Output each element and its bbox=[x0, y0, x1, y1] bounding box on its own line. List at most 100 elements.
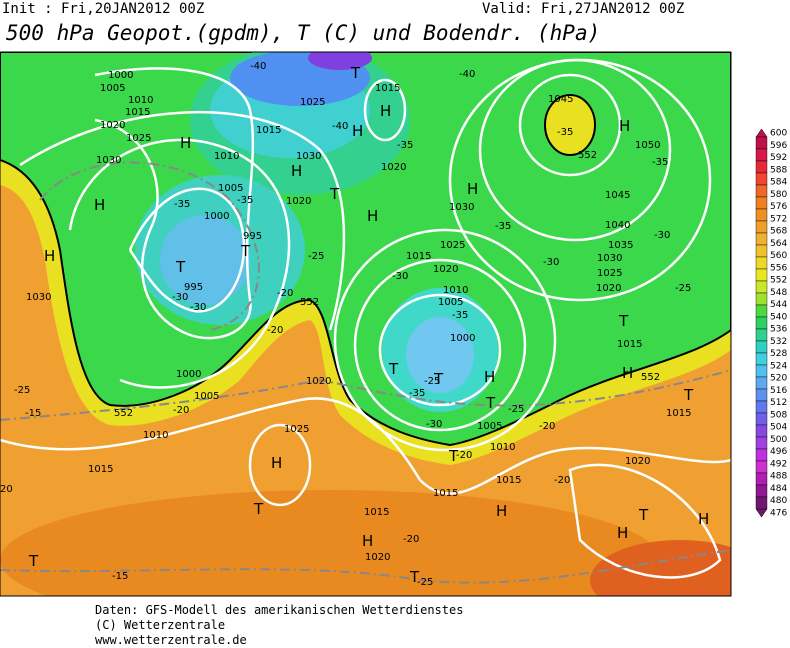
scale-swatch bbox=[755, 424, 768, 438]
pressure-center: H bbox=[698, 510, 709, 528]
scale-swatch bbox=[755, 232, 768, 246]
contour-label: -20 bbox=[277, 288, 293, 299]
contour-label: 552 bbox=[578, 150, 597, 161]
contour-label: -30 bbox=[392, 271, 408, 282]
scale-label: 512 bbox=[770, 398, 787, 408]
scale-label: 540 bbox=[770, 312, 787, 322]
pressure-center: T bbox=[175, 258, 186, 276]
scale-label: 592 bbox=[770, 153, 787, 163]
pressure-center: T bbox=[388, 360, 399, 378]
scale-swatch bbox=[755, 484, 768, 498]
scale-label: 528 bbox=[770, 349, 787, 359]
contour-label: 1030 bbox=[26, 292, 51, 303]
contour-label: -35 bbox=[452, 310, 468, 321]
contour-label: -20 bbox=[267, 325, 283, 336]
scale-swatch bbox=[755, 256, 768, 270]
contour-label: -35 bbox=[397, 140, 413, 151]
contour-label: 1025 bbox=[126, 133, 151, 144]
map: 1000100510101015102010251030HHH1030T995-… bbox=[0, 51, 732, 597]
scale-arrow bbox=[755, 128, 768, 138]
scale-label: 584 bbox=[770, 178, 787, 188]
pressure-center: T bbox=[28, 552, 39, 570]
contour-label: 1040 bbox=[605, 220, 630, 231]
contour-label: 1020 bbox=[100, 120, 125, 131]
contour-label: -25 bbox=[508, 404, 524, 415]
pressure-center: H bbox=[44, 247, 55, 265]
contour-label: 1020 bbox=[625, 456, 650, 467]
scale-label: 556 bbox=[770, 263, 787, 273]
scale-arrow bbox=[755, 508, 768, 518]
contour-label: 552 bbox=[300, 297, 319, 308]
contour-label: 1025 bbox=[440, 240, 465, 251]
scale-label: 500 bbox=[770, 435, 787, 445]
contour-label: 1005 bbox=[477, 421, 502, 432]
contour-label: 1030 bbox=[296, 151, 321, 162]
contour-label: -35 bbox=[557, 127, 573, 138]
contour-label: 1005 bbox=[100, 83, 125, 94]
contour-label: 1015 bbox=[125, 107, 150, 118]
scale-label: 544 bbox=[770, 300, 787, 310]
contour-label: -30 bbox=[172, 292, 188, 303]
contour-label: 1010 bbox=[490, 442, 515, 453]
footer-line: (C) Wetterzentrale bbox=[95, 618, 225, 632]
contour-label: 1025 bbox=[300, 97, 325, 108]
contour-label: 1015 bbox=[88, 464, 113, 475]
scale-swatch bbox=[755, 364, 768, 378]
scale-label: 532 bbox=[770, 337, 787, 347]
scale-label: 524 bbox=[770, 361, 787, 371]
contour-label: 1015 bbox=[375, 83, 400, 94]
contour-label: 1000 bbox=[176, 369, 201, 380]
contour-label: 1010 bbox=[214, 151, 239, 162]
scale-swatch bbox=[755, 136, 768, 150]
contour-label: 1005 bbox=[194, 391, 219, 402]
contour-label: 1045 bbox=[605, 190, 630, 201]
scale-label: 516 bbox=[770, 386, 787, 396]
scale-label: 492 bbox=[770, 459, 787, 469]
scale-swatch bbox=[755, 412, 768, 426]
contour-label: 1010 bbox=[443, 285, 468, 296]
contour-label: 1015 bbox=[617, 339, 642, 350]
scale-swatch bbox=[755, 208, 768, 222]
scale-swatch bbox=[755, 460, 768, 474]
scale-swatch bbox=[755, 340, 768, 354]
pressure-center: T bbox=[409, 568, 420, 586]
contour-label: 1020 bbox=[365, 552, 390, 563]
contour-label: 1020 bbox=[381, 162, 406, 173]
scale-swatch bbox=[755, 472, 768, 486]
contour-label: -35 bbox=[652, 157, 668, 168]
contour-label: 1020 bbox=[306, 376, 331, 387]
scale-swatch bbox=[755, 328, 768, 342]
contour-label: -15 bbox=[25, 408, 41, 419]
contour-label: -35 bbox=[237, 195, 253, 206]
contour-label: 1025 bbox=[284, 424, 309, 435]
scale-swatch bbox=[755, 172, 768, 186]
contour-label: 995 bbox=[184, 282, 203, 293]
scale-swatch bbox=[755, 352, 768, 366]
scale-label: 536 bbox=[770, 325, 787, 335]
scale-label: 600 bbox=[770, 129, 787, 139]
footer-line: www.wetterzentrale.de bbox=[95, 633, 247, 647]
scale-swatch bbox=[755, 196, 768, 210]
contour-label: 1000 bbox=[450, 333, 475, 344]
contour-label: -25 bbox=[308, 251, 324, 262]
pressure-center: T bbox=[350, 64, 361, 82]
contour-label: -30 bbox=[190, 302, 206, 313]
scale-label: 504 bbox=[770, 423, 787, 433]
pressure-center: T bbox=[638, 506, 649, 524]
init-time: Init : Fri,20JAN2012 00Z bbox=[2, 1, 204, 17]
scale-label: 480 bbox=[770, 496, 787, 506]
scale-label: 568 bbox=[770, 227, 787, 237]
pressure-center: H bbox=[362, 532, 373, 550]
contour-label: 1025 bbox=[597, 268, 622, 279]
scale-swatch bbox=[755, 244, 768, 258]
contour-label: 995 bbox=[243, 231, 262, 242]
pressure-center: T bbox=[329, 185, 340, 203]
contour-label: -15 bbox=[112, 571, 128, 582]
pressure-center: T bbox=[448, 447, 459, 465]
scale-label: 496 bbox=[770, 447, 787, 457]
contour-label: 1045 bbox=[548, 94, 573, 105]
contour-label: 1030 bbox=[597, 253, 622, 264]
contour-label: 1005 bbox=[438, 297, 463, 308]
contour-label: 1010 bbox=[128, 95, 153, 106]
